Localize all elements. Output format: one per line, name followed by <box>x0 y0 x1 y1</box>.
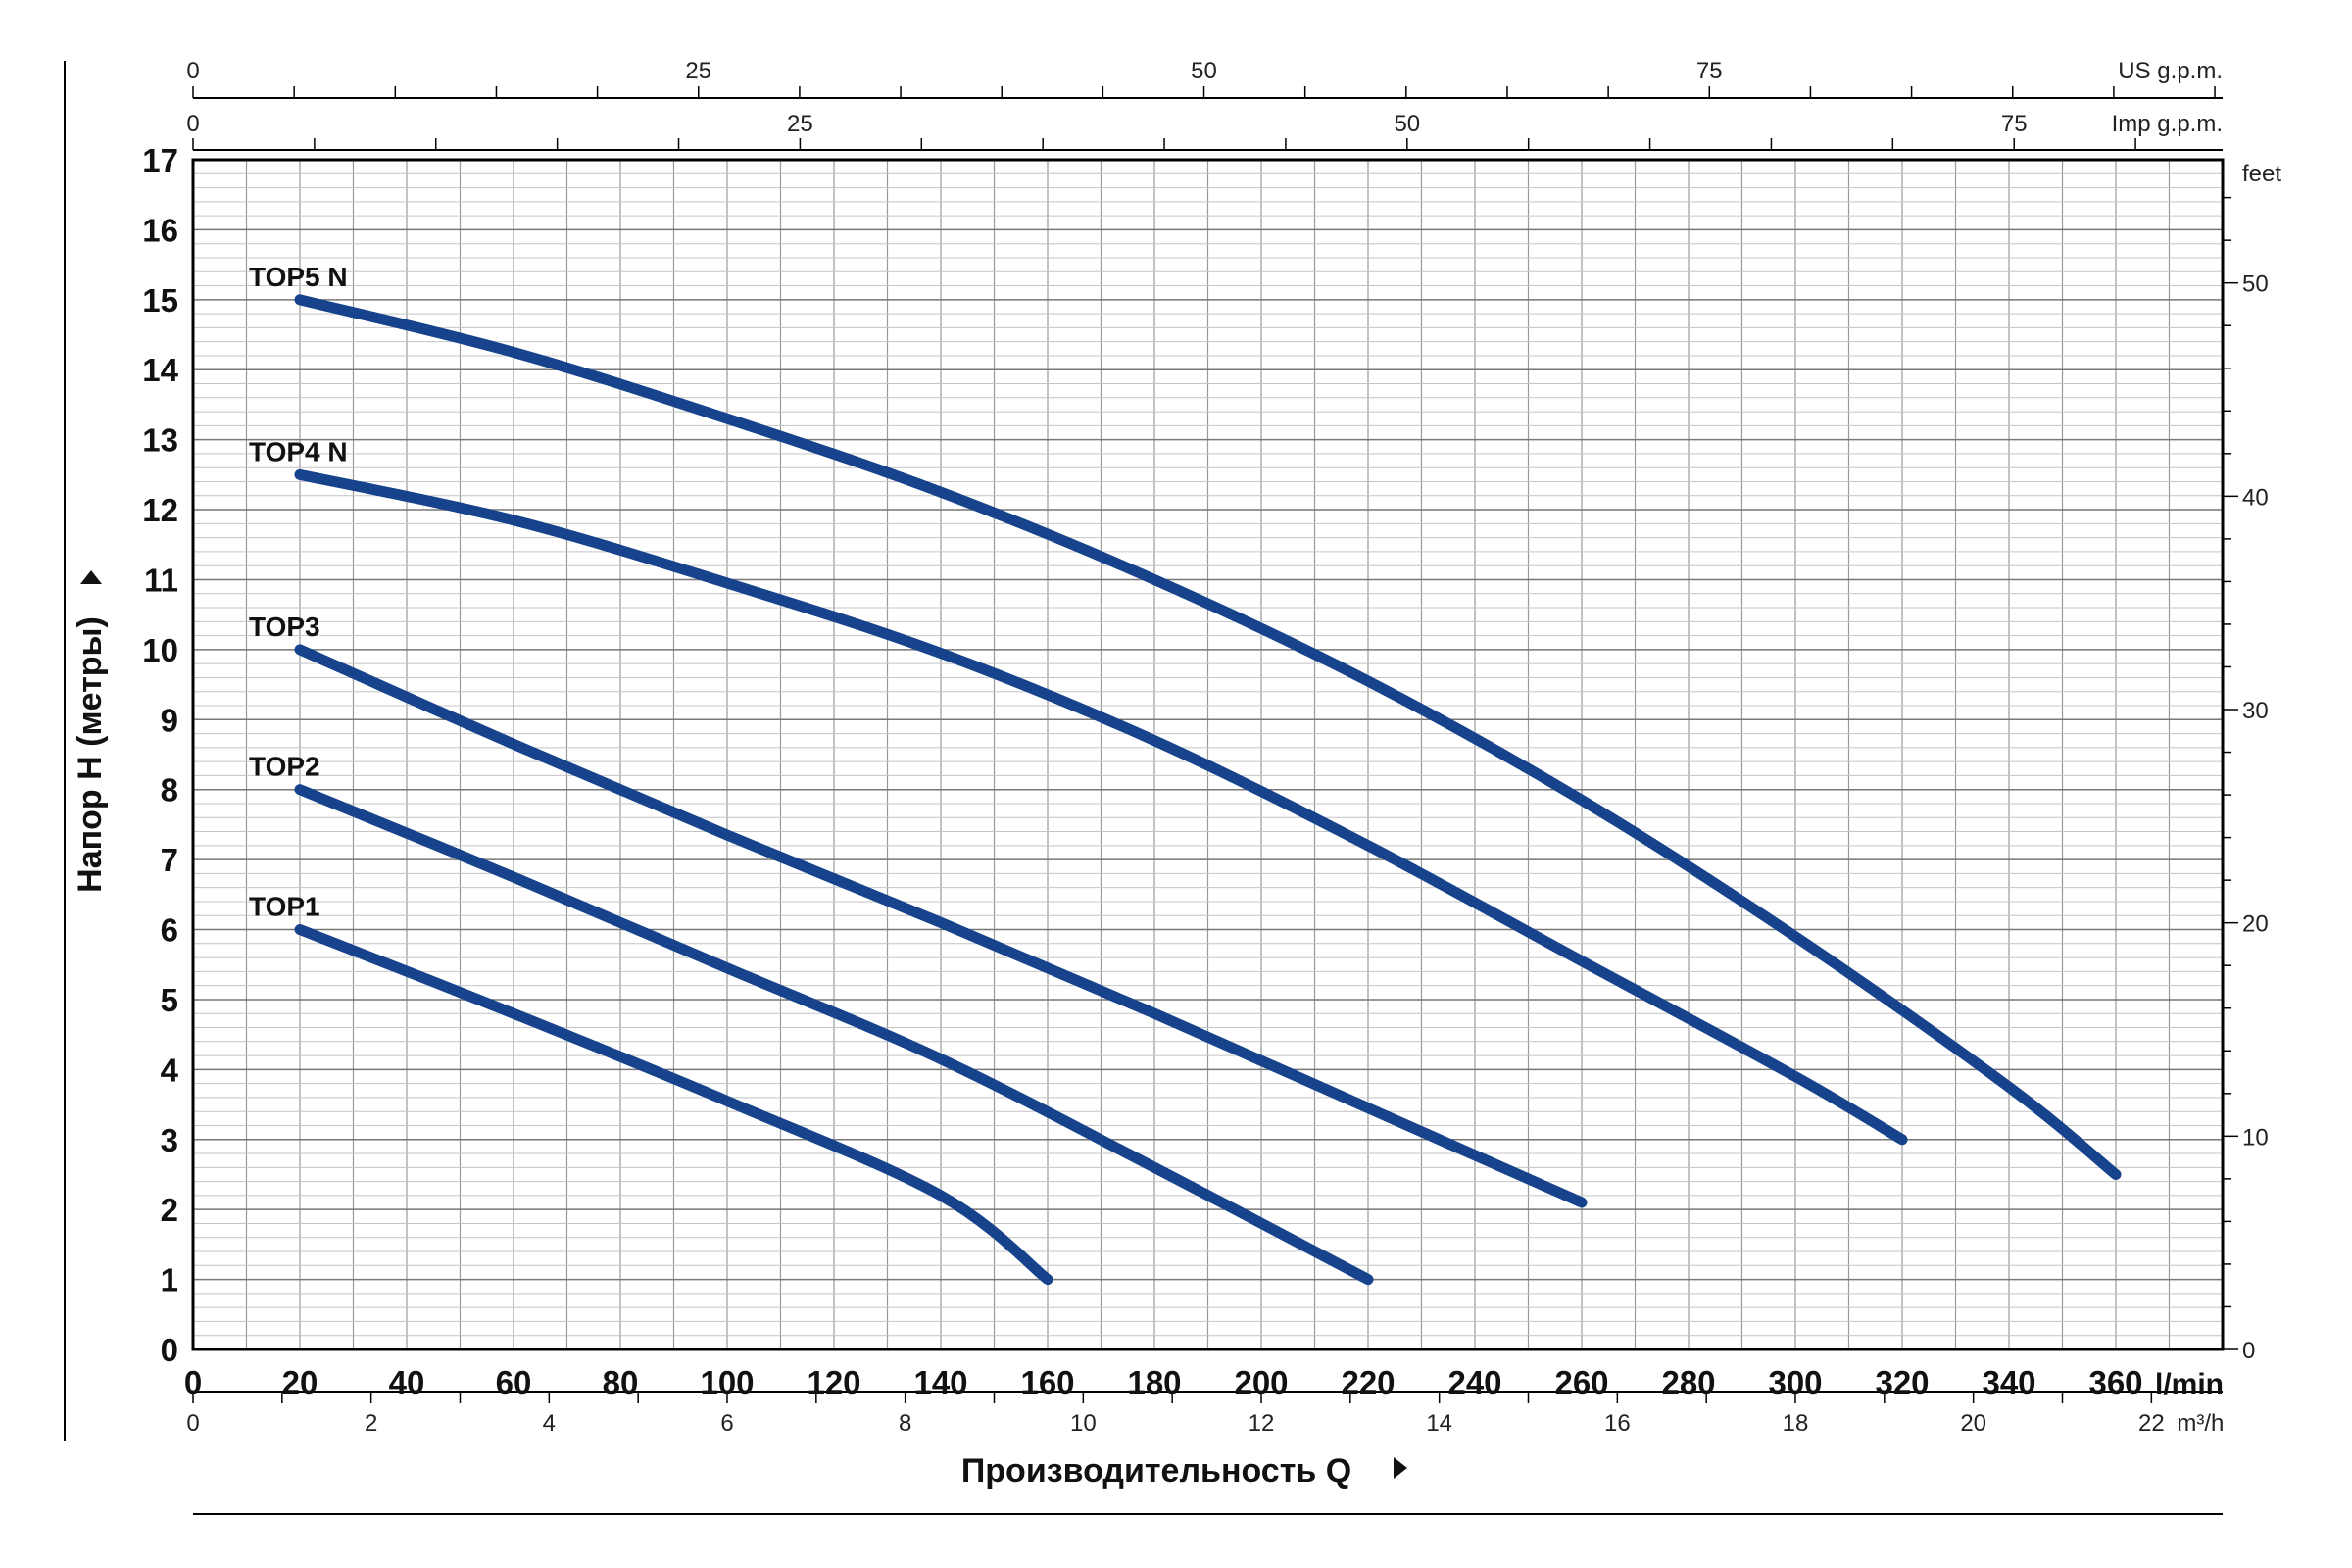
m3h-tick-label: 10 <box>1070 1410 1097 1437</box>
y-tick-label: 1 <box>161 1262 178 1298</box>
m3h-tick-label: 0 <box>186 1410 199 1437</box>
secondary-axes: 0 25 50 75 0 25 50 75 0 10 20 30 40 50 0 2 4 6 8 10 12 14 16 18… <box>186 58 2268 1437</box>
x-axis-ticks: 0 20 40 60 80 100 120 140 160 180 200 220 240 260 280 3… <box>184 1364 2143 1400</box>
series-label-top1: TOP1 <box>249 892 320 922</box>
m3h-unit-label: m³/h <box>2177 1410 2224 1437</box>
series-line-top4-n <box>294 468 1908 1146</box>
m3h-tick-label: 20 <box>1960 1410 1986 1437</box>
y-tick-label: 3 <box>161 1122 178 1158</box>
y-tick-label: 4 <box>161 1052 179 1088</box>
series-line-top2 <box>294 784 1374 1286</box>
m3h-tick-label: 12 <box>1249 1410 1275 1437</box>
y-tick-label: 8 <box>161 772 178 808</box>
series-line-top1 <box>294 924 1054 1286</box>
us-gpm-tick-label: 50 <box>1191 58 1217 84</box>
feet-tick-label: 20 <box>2242 911 2269 938</box>
x-tick-label: 160 <box>1020 1364 1074 1400</box>
series-labels: TOP1 TOP2 TOP3 TOP4 N TOP5 N <box>249 262 348 922</box>
x-tick-label: 0 <box>184 1364 202 1400</box>
us-gpm-tick-label: 75 <box>1696 58 1723 84</box>
x-tick-label: 240 <box>1447 1364 1501 1400</box>
y-tick-label: 0 <box>161 1332 178 1368</box>
x-tick-label: 280 <box>1661 1364 1715 1400</box>
feet-unit-label: feet <box>2242 161 2281 187</box>
m3h-tick-label: 22 <box>2138 1410 2165 1437</box>
y-tick-label: 7 <box>161 842 178 878</box>
x-tick-label: 120 <box>807 1364 860 1400</box>
y-tick-label: 9 <box>161 702 178 738</box>
m3h-tick-label: 6 <box>720 1410 733 1437</box>
y-tick-label: 17 <box>142 142 178 178</box>
x-tick-label: 260 <box>1554 1364 1608 1400</box>
us-gpm-unit-label: US g.p.m. <box>2118 58 2223 84</box>
feet-tick-label: 10 <box>2242 1124 2269 1151</box>
series-lines <box>294 294 2122 1286</box>
y-axis-arrow-icon <box>80 570 102 584</box>
feet-tick-label: 0 <box>2242 1338 2255 1364</box>
x-tick-label: 320 <box>1875 1364 1929 1400</box>
series-label-top2: TOP2 <box>249 752 320 782</box>
y-tick-label: 2 <box>161 1192 178 1228</box>
grid <box>192 159 2224 1350</box>
m3h-tick-label: 14 <box>1426 1410 1452 1437</box>
y-tick-label: 10 <box>142 632 178 668</box>
x-tick-label: 20 <box>282 1364 318 1400</box>
x-tick-label: 220 <box>1341 1364 1395 1400</box>
imp-gpm-unit-label: Imp g.p.m. <box>2112 111 2223 137</box>
y-tick-label: 12 <box>142 492 178 528</box>
m3h-tick-label: 2 <box>365 1410 377 1437</box>
x-tick-label: 60 <box>496 1364 532 1400</box>
m3h-tick-label: 16 <box>1604 1410 1631 1437</box>
x-tick-label: 200 <box>1234 1364 1288 1400</box>
imp-gpm-tick-label: 75 <box>2001 111 2028 137</box>
y-tick-label: 15 <box>142 282 178 318</box>
m3h-tick-label: 4 <box>543 1410 556 1437</box>
x-axis-title: Производительность Q <box>961 1452 1351 1490</box>
y-tick-label: 11 <box>144 562 178 598</box>
imp-gpm-tick-label: 0 <box>186 111 199 137</box>
feet-tick-label: 50 <box>2242 271 2269 298</box>
x-unit-label: l/min <box>2155 1368 2224 1400</box>
series-label-top5-n: TOP5 N <box>249 262 348 292</box>
x-axis-arrow-icon <box>1394 1457 1407 1479</box>
x-tick-label: 100 <box>700 1364 754 1400</box>
x-tick-label: 300 <box>1768 1364 1822 1400</box>
y-tick-label: 14 <box>142 352 178 388</box>
imp-gpm-tick-label: 25 <box>787 111 813 137</box>
series-label-top3: TOP3 <box>249 612 320 642</box>
y-tick-label: 13 <box>142 422 178 459</box>
y-tick-label: 6 <box>161 912 178 949</box>
x-tick-label: 40 <box>389 1364 425 1400</box>
us-gpm-tick-label: 25 <box>685 58 711 84</box>
plot-frame <box>191 158 2225 1351</box>
us-gpm-tick-label: 0 <box>186 58 199 84</box>
x-tick-label: 80 <box>603 1364 639 1400</box>
x-tick-label: 340 <box>1982 1364 2035 1400</box>
series-line-top3 <box>294 644 1588 1208</box>
series-line-top5-n <box>294 294 2122 1180</box>
feet-tick-label: 40 <box>2242 484 2269 511</box>
y-tick-label: 5 <box>161 982 178 1018</box>
m3h-tick-label: 18 <box>1783 1410 1809 1437</box>
x-tick-label: 360 <box>2088 1364 2142 1400</box>
feet-tick-label: 30 <box>2242 698 2269 724</box>
series-label-top4-n: TOP4 N <box>249 436 348 466</box>
y-axis-title: Напор H (метры) <box>72 616 109 893</box>
x-tick-label: 140 <box>913 1364 967 1400</box>
imp-gpm-tick-label: 50 <box>1394 111 1420 137</box>
x-tick-label: 180 <box>1127 1364 1181 1400</box>
m3h-tick-label: 8 <box>899 1410 911 1437</box>
y-tick-label: 16 <box>142 212 178 248</box>
